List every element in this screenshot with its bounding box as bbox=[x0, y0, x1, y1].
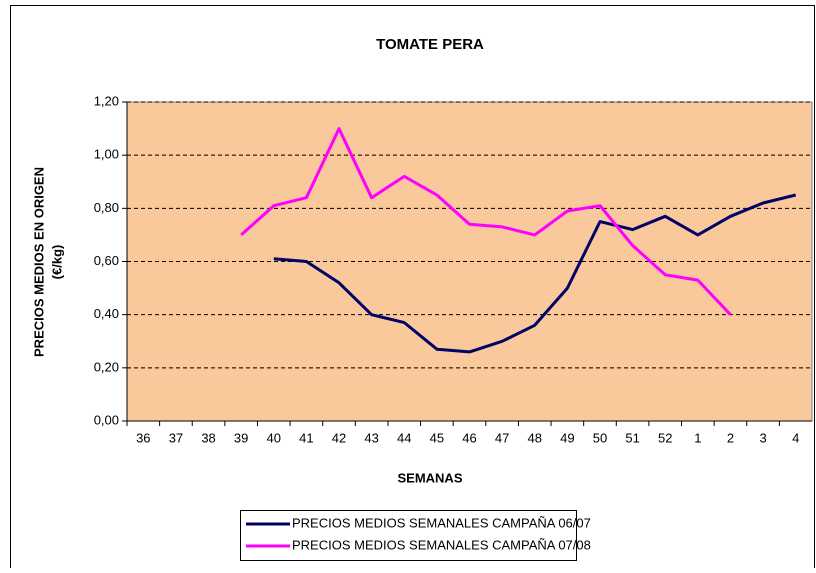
x-tick-label: 50 bbox=[593, 430, 607, 445]
x-tick-label: 42 bbox=[332, 430, 346, 445]
y-tick-label: 1,00 bbox=[94, 147, 119, 162]
x-tick-label: 46 bbox=[462, 430, 476, 445]
x-tick-label: 49 bbox=[560, 430, 574, 445]
x-tick-label: 3 bbox=[759, 430, 766, 445]
legend-box bbox=[240, 510, 577, 561]
x-tick-label: 43 bbox=[364, 430, 378, 445]
x-tick-label: 48 bbox=[528, 430, 542, 445]
series-line bbox=[273, 193, 797, 354]
x-tick-label: 52 bbox=[658, 430, 672, 445]
x-tick-label: 40 bbox=[267, 430, 281, 445]
chart-title: TOMATE PERA bbox=[376, 36, 484, 53]
y-tick-label: 0,20 bbox=[94, 359, 119, 374]
x-tick-label: 39 bbox=[234, 430, 248, 445]
x-tick-label: 36 bbox=[136, 430, 150, 445]
y-tick-label: 0,80 bbox=[94, 200, 119, 215]
x-tick-label: 47 bbox=[495, 430, 509, 445]
x-tick-label: 4 bbox=[792, 430, 799, 445]
x-tick-label: 51 bbox=[625, 430, 639, 445]
y-axis-label: (€/kg) bbox=[49, 245, 64, 280]
x-tick-label: 38 bbox=[201, 430, 215, 445]
y-tick-label: 1,20 bbox=[94, 93, 119, 108]
series-line bbox=[240, 127, 732, 316]
x-tick-label: 44 bbox=[397, 430, 411, 445]
legend-label: PRECIOS MEDIOS SEMANALES CAMPAÑA 07/08 bbox=[292, 537, 591, 552]
x-tick-label: 45 bbox=[430, 430, 444, 445]
x-tick-label: 41 bbox=[299, 430, 313, 445]
y-tick-label: 0,60 bbox=[94, 253, 119, 268]
y-axis-label: PRECIOS MEDIOS EN ORIGEN bbox=[31, 167, 46, 357]
y-tick-label: 0,40 bbox=[94, 306, 119, 321]
x-tick-label: 2 bbox=[727, 430, 734, 445]
legend-label: PRECIOS MEDIOS SEMANALES CAMPAÑA 06/07 bbox=[292, 515, 591, 530]
x-axis-label: SEMANAS bbox=[397, 470, 462, 485]
x-tick-label: 37 bbox=[169, 430, 183, 445]
x-tick-label: 1 bbox=[694, 430, 701, 445]
y-tick-label: 0,00 bbox=[94, 412, 119, 427]
